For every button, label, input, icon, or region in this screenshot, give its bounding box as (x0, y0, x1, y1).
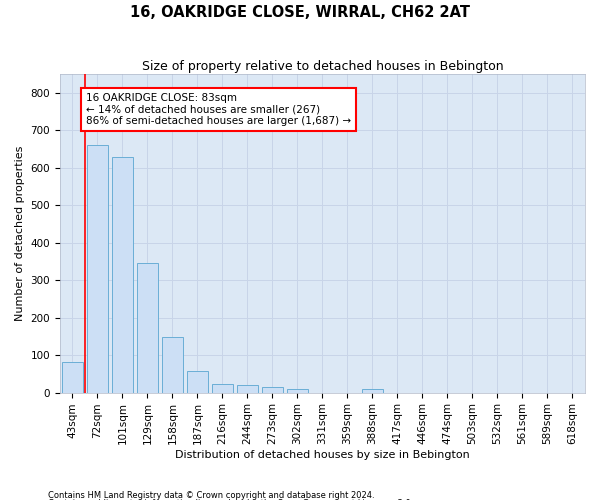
Bar (287, 389, 308, 392)
Bar (262, 386, 283, 392)
X-axis label: Distribution of detached houses by size in Bebington: Distribution of detached houses by size … (175, 450, 470, 460)
Bar (112, 156, 133, 392)
Title: Size of property relative to detached houses in Bebington: Size of property relative to detached ho… (142, 60, 503, 73)
Y-axis label: Number of detached properties: Number of detached properties (15, 146, 25, 321)
Bar (362, 389, 383, 392)
Text: Contains HM Land Registry data © Crown copyright and database right 2024.: Contains HM Land Registry data © Crown c… (48, 490, 374, 500)
Text: 16, OAKRIDGE CLOSE, WIRRAL, CH62 2AT: 16, OAKRIDGE CLOSE, WIRRAL, CH62 2AT (130, 5, 470, 20)
Text: 16 OAKRIDGE CLOSE: 83sqm
← 14% of detached houses are smaller (267)
86% of semi-: 16 OAKRIDGE CLOSE: 83sqm ← 14% of detach… (86, 93, 351, 126)
Bar (162, 337, 183, 392)
Bar (62, 362, 83, 392)
Bar (137, 262, 158, 392)
Bar (212, 384, 233, 392)
Text: Contains public sector information licensed under the Open Government Licence v3: Contains public sector information licen… (48, 499, 413, 500)
Bar (87, 146, 108, 392)
Bar (187, 371, 208, 392)
Bar (237, 385, 258, 392)
